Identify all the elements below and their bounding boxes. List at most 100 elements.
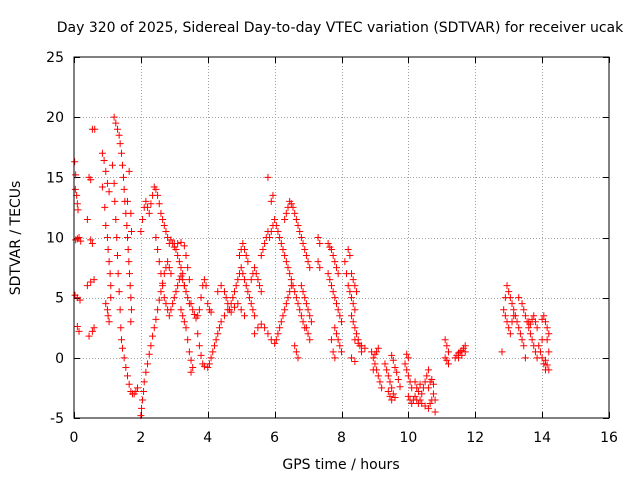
data-point <box>140 388 148 396</box>
data-point <box>149 332 157 340</box>
data-point <box>165 312 173 320</box>
data-point <box>287 200 295 208</box>
data-point <box>281 306 289 314</box>
data-point <box>182 288 190 296</box>
data-point <box>172 246 180 254</box>
data-point <box>147 200 155 208</box>
data-point <box>195 342 203 350</box>
data-point <box>348 354 356 362</box>
data-point <box>101 203 109 211</box>
data-point <box>126 270 134 278</box>
data-point <box>443 342 451 350</box>
data-point <box>281 215 289 223</box>
data-point <box>113 234 121 241</box>
data-point <box>443 356 451 364</box>
data-point <box>386 378 394 386</box>
data-point <box>431 408 439 416</box>
data-point <box>76 296 84 304</box>
data-point <box>120 354 128 362</box>
x-tick-labels: 0 2 4 6 8 10 12 14 16 <box>70 430 618 446</box>
data-point <box>291 342 299 350</box>
data-point <box>247 300 255 308</box>
data-point <box>155 258 163 266</box>
data-point <box>271 339 279 347</box>
data-point <box>214 330 222 338</box>
data-point <box>334 336 342 344</box>
data-point <box>154 191 162 199</box>
data-point <box>251 330 259 338</box>
data-point <box>145 350 153 358</box>
data-point <box>137 227 145 235</box>
data-point <box>247 276 255 284</box>
data-point <box>336 342 344 350</box>
data-point <box>242 252 250 260</box>
data-point <box>261 324 269 332</box>
data-point <box>116 306 124 314</box>
data-point <box>351 336 359 344</box>
data-point <box>411 392 419 400</box>
data-point <box>274 227 282 235</box>
data-point <box>521 312 529 320</box>
y-tick-label: 5 <box>55 291 64 307</box>
data-point <box>241 276 249 284</box>
data-point <box>189 306 197 314</box>
data-point <box>521 354 529 362</box>
data-point <box>126 282 134 290</box>
data-point <box>177 238 185 246</box>
data-point <box>75 234 83 241</box>
data-point <box>83 215 91 223</box>
data-point <box>299 288 307 296</box>
data-point <box>125 167 133 175</box>
data-point <box>227 300 235 308</box>
data-point <box>508 300 516 308</box>
data-point <box>351 357 359 365</box>
data-point <box>445 348 452 356</box>
data-point <box>125 380 133 388</box>
data-point <box>348 294 356 302</box>
data-point <box>292 215 300 223</box>
data-point <box>160 221 168 229</box>
data-point <box>358 348 366 356</box>
data-point <box>498 348 506 356</box>
data-point <box>391 363 399 371</box>
y-tick-label: 0 <box>55 351 64 367</box>
data-point <box>411 378 419 386</box>
data-point <box>112 119 120 127</box>
data-point <box>361 344 369 352</box>
data-point <box>416 396 424 404</box>
data-point <box>404 372 412 380</box>
data-point <box>413 384 421 392</box>
data-point <box>115 131 123 139</box>
data-point <box>241 312 249 320</box>
data-point <box>177 272 185 280</box>
data-point <box>284 264 292 272</box>
data-point <box>232 282 240 290</box>
data-point <box>157 270 165 278</box>
data-point <box>369 354 377 362</box>
data-point <box>100 156 108 164</box>
data-point <box>107 294 115 302</box>
data-point <box>237 264 245 272</box>
data-point <box>180 242 188 250</box>
data-point <box>291 209 299 217</box>
data-point <box>241 246 249 254</box>
data-point <box>329 348 337 356</box>
data-point <box>329 252 337 260</box>
data-point <box>332 264 340 272</box>
data-point <box>113 125 121 133</box>
data-point <box>87 176 95 184</box>
data-point <box>294 354 302 362</box>
data-point <box>138 404 146 412</box>
data-point <box>341 258 349 266</box>
data-point <box>302 300 310 308</box>
x-axis-label: GPS time / hours <box>282 457 399 473</box>
data-point <box>461 342 469 350</box>
data-point <box>119 173 127 181</box>
data-point <box>157 288 165 296</box>
x-tick-label: 4 <box>203 430 212 446</box>
data-point <box>103 306 111 314</box>
data-point <box>501 312 509 320</box>
data-point <box>458 351 466 359</box>
y-tick-label: 15 <box>46 170 64 186</box>
y-tick-label: 10 <box>46 231 64 247</box>
